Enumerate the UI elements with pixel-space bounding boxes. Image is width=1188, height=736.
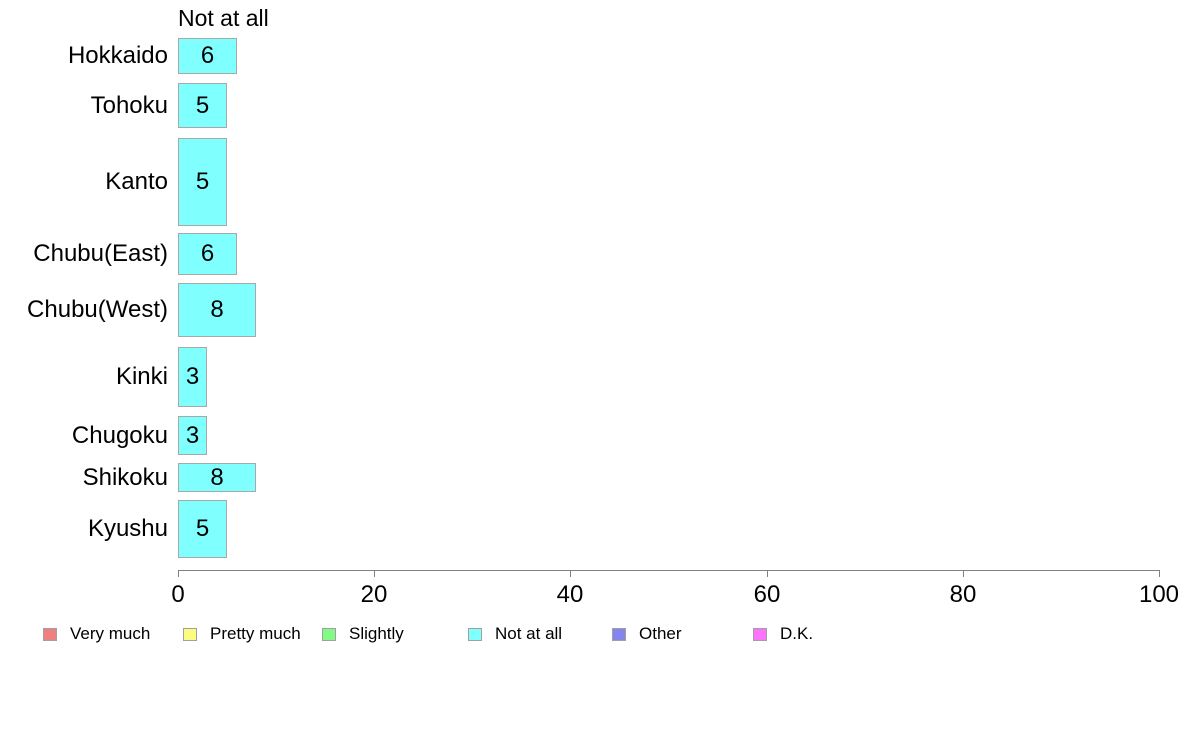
legend-item-label: Other: [639, 624, 682, 643]
x-axis-tick: [178, 570, 179, 577]
x-axis-tick: [1159, 570, 1160, 577]
bar: 6: [178, 38, 237, 74]
category-label: Kinki: [115, 363, 168, 390]
legend-swatch: [753, 627, 767, 641]
bar: 5: [178, 500, 227, 558]
legend-item: Very much: [43, 624, 150, 644]
legend-item: D.K.: [753, 624, 813, 644]
x-axis-tick-label: 100: [1138, 581, 1180, 608]
x-axis-tick-label: 20: [360, 581, 388, 608]
bar-value-label: 8: [210, 463, 224, 491]
legend-item-label: Not at all: [495, 624, 563, 643]
legend-item-label: Pretty much: [210, 624, 301, 643]
x-axis-tick: [374, 570, 375, 577]
legend-swatch: [183, 627, 197, 641]
x-axis-tick-label: 0: [171, 581, 185, 608]
category-label: Chubu(West): [27, 296, 168, 323]
x-axis-tick-label: 80: [949, 581, 977, 608]
category-label: Chugoku: [71, 421, 168, 449]
bar-value-label: 5: [195, 91, 210, 119]
x-axis-tick-label: 60: [753, 581, 781, 608]
bar-value-label: 6: [200, 42, 215, 69]
bar: 8: [178, 463, 256, 492]
bar-value-label: 3: [185, 363, 200, 390]
bar: 3: [178, 416, 207, 455]
category-label: Kyushu: [87, 515, 168, 542]
bar-value-label: 6: [200, 240, 215, 267]
legend-swatch: [43, 627, 57, 641]
bar-value-label: 5: [195, 168, 210, 195]
category-label: Hokkaido: [67, 42, 168, 69]
bar-value-label: 3: [185, 421, 200, 449]
legend-item: Slightly: [322, 624, 404, 644]
bar: 8: [178, 283, 256, 337]
x-axis-line: [178, 570, 1160, 571]
bar: 3: [178, 347, 207, 407]
legend-swatch: [612, 627, 626, 641]
chart-title: Not at all: [178, 5, 269, 31]
category-label: Tohoku: [90, 91, 168, 119]
category-label: Kanto: [105, 168, 168, 195]
category-label: Chubu(East): [33, 240, 168, 267]
bar-value-label: 5: [195, 515, 210, 542]
bar-value-label: 8: [210, 296, 224, 323]
bar: 5: [178, 83, 227, 128]
legend-item: Other: [612, 624, 682, 644]
legend-swatch: [322, 627, 336, 641]
legend-item-label: Very much: [70, 624, 151, 643]
legend-swatch: [468, 627, 482, 641]
legend-item: Not at all: [468, 624, 562, 644]
legend-item-label: D.K.: [780, 624, 814, 643]
bar: 6: [178, 233, 237, 275]
x-axis-tick: [963, 570, 964, 577]
x-axis-tick: [767, 570, 768, 577]
category-label: Shikoku: [82, 463, 168, 491]
x-axis-tick: [570, 570, 571, 577]
bar: 5: [178, 138, 227, 226]
legend-item-label: Slightly: [349, 624, 404, 643]
legend-item: Pretty much: [183, 624, 301, 644]
x-axis-tick-label: 40: [556, 581, 584, 608]
